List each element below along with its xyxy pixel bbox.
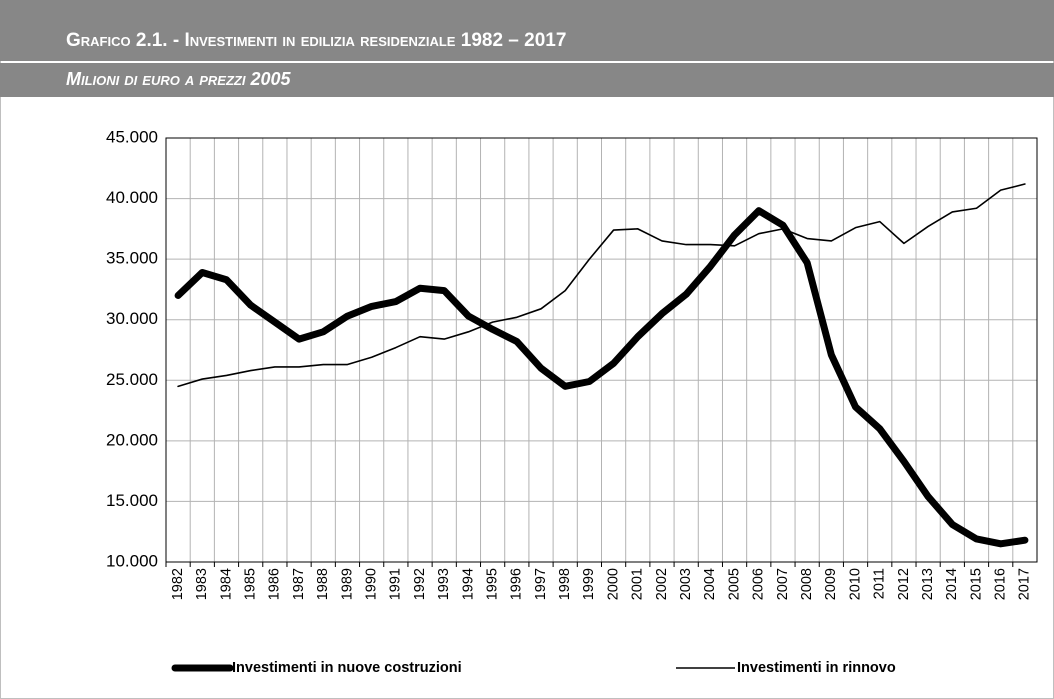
series-line (177, 183, 1026, 388)
x-tick-label: 2016 (993, 568, 1009, 600)
plot (174, 183, 1029, 548)
x-tick-label: 2004 (702, 568, 718, 600)
chart-title: Grafico 2.1. - Investimenti in edilizia … (66, 30, 566, 51)
x-tick-label: 1999 (581, 568, 597, 600)
x-tick-label: 1996 (509, 568, 525, 600)
x-tick-label: 2011 (872, 568, 888, 599)
x-tick-label: 2006 (751, 568, 767, 600)
x-tick-label: 1995 (484, 568, 500, 600)
x-tick-label: 2017 (1017, 568, 1033, 600)
legend-label: Investimenti in nuove costruzioni (232, 660, 462, 676)
x-tick-label: 1988 (315, 568, 331, 600)
legend-label: Investimenti in rinnovo (737, 660, 896, 676)
subtitle-band (0, 63, 1054, 97)
x-tick-label: 1997 (533, 568, 549, 600)
x-tick-label: 2013 (920, 568, 936, 600)
y-tick-label: 10.000 (106, 551, 158, 570)
y-tick-label: 30.000 (106, 309, 158, 328)
grid (165, 137, 1038, 567)
x-tick-label: 2005 (726, 568, 742, 600)
y-tick-label: 20.000 (106, 430, 158, 449)
x-tick-label: 1994 (460, 568, 476, 600)
x-tick-label: 1984 (218, 568, 234, 600)
y-tick-label: 45.000 (106, 127, 158, 146)
series-line (174, 207, 1029, 548)
x-tick-label: 1998 (557, 568, 573, 600)
y-tick-label: 25.000 (106, 370, 158, 389)
x-tick-label: 2007 (775, 568, 791, 600)
y-tick-label: 15.000 (106, 491, 158, 510)
x-tick-label: 2015 (968, 568, 984, 600)
x-tick-label: 2008 (799, 568, 815, 600)
title-band (0, 0, 1054, 61)
x-tick-label: 2001 (630, 568, 646, 600)
x-tick-label: 1989 (339, 568, 355, 600)
x-tick-label: 1983 (194, 568, 210, 600)
x-tick-label: 1986 (267, 568, 283, 600)
x-tick-label: 2012 (896, 568, 912, 600)
x-tick-label: 1991 (388, 568, 404, 600)
x-tick-label: 2000 (605, 568, 621, 600)
chart-subtitle: Milioni di euro a prezzi 2005 (66, 69, 291, 89)
x-tick-label: 2014 (944, 568, 960, 600)
y-tick-label: 35.000 (106, 249, 158, 268)
y-tick-label: 40.000 (106, 188, 158, 207)
x-tick-label: 1985 (243, 568, 259, 600)
x-tick-label: 1982 (170, 568, 186, 600)
x-tick-label: 2009 (823, 568, 839, 600)
x-tick-label: 2002 (654, 568, 670, 600)
x-tick-label: 2010 (847, 568, 863, 600)
x-tick-label: 1993 (436, 568, 452, 600)
x-tick-label: 1990 (363, 568, 379, 600)
x-tick-label: 1987 (291, 568, 307, 600)
x-tick-label: 1992 (412, 568, 428, 600)
x-tick-label: 2003 (678, 568, 694, 600)
